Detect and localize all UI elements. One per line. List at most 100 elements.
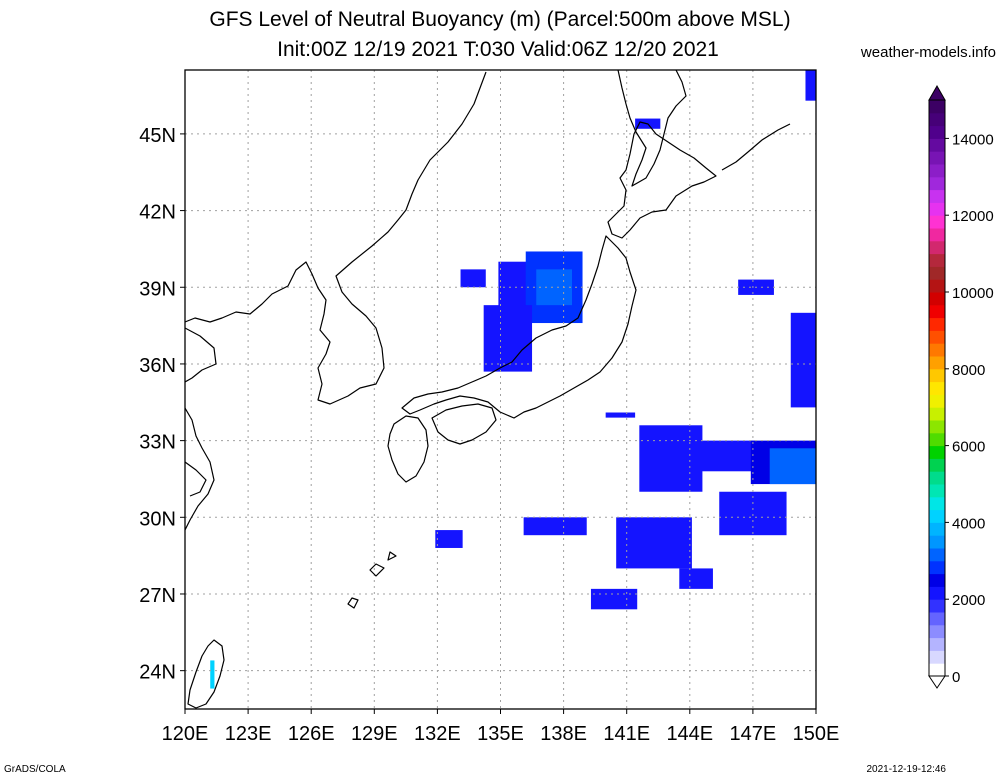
coastline-mainland [185, 71, 487, 405]
colorbar: 0 2000 4000 6000 8000 10000 12000 14000 [928, 84, 994, 689]
lnb-region-11 [523, 517, 587, 536]
colorbar-label: 0 [952, 669, 960, 686]
website-label: weather-models.info [860, 44, 996, 61]
colorbar-swatch [929, 228, 945, 242]
coastline-sakhalin [617, 70, 687, 187]
lnb-region-4 [483, 305, 533, 372]
coastline-bay [185, 461, 207, 497]
colorbar-label: 2000 [952, 592, 985, 609]
lon-tick-label: 123E [225, 723, 272, 745]
footer-software: GrADS/COLA [4, 764, 66, 775]
lnb-region-16 [435, 530, 463, 548]
colorbar-label: 12000 [952, 208, 994, 225]
colorbar-swatch [929, 496, 945, 511]
lnb-region-9 [719, 491, 787, 536]
coastline-ryukyu-1 [387, 551, 397, 561]
colorbar-swatch [929, 292, 945, 306]
colorbar-swatch [929, 215, 945, 229]
colorbar-swatch [929, 112, 945, 127]
lnb-region-12 [590, 588, 638, 610]
colorbar-swatch [929, 240, 945, 255]
colorbar-swatch [929, 650, 945, 664]
coastline-kyushu [387, 415, 429, 483]
colorbar-label: 6000 [952, 439, 985, 456]
colorbar-top-arrow [928, 84, 946, 101]
coastline-hokkaido [607, 121, 717, 239]
colorbar-label: 4000 [952, 515, 985, 532]
lon-tick-label: 120E [162, 723, 209, 745]
colorbar-swatch [929, 304, 945, 319]
colorbar-swatch [929, 317, 945, 331]
lon-tick-label: 135E [477, 723, 524, 745]
colorbar-swatch [929, 343, 945, 357]
lon-tick-label: 144E [666, 723, 713, 745]
colorbar-swatch [929, 560, 945, 575]
lnb-region-15 [605, 412, 636, 418]
colorbar-swatch [929, 573, 945, 587]
lon-tick-label: 129E [351, 723, 398, 745]
lon-tick-label: 138E [540, 723, 587, 745]
lnb-region-20 [210, 660, 215, 689]
colorbar-swatch [929, 368, 945, 383]
map-gridlines [185, 70, 816, 709]
lon-tick-label: 126E [288, 723, 335, 745]
coastline-kuril [721, 123, 791, 171]
lnb-region-10 [616, 517, 692, 569]
coastline-shandong [185, 327, 217, 383]
colorbar-swatch [929, 509, 945, 523]
lon-tick-label: 150E [793, 723, 840, 745]
lon-tick-label: 141E [603, 723, 650, 745]
colorbar-swatch [929, 471, 945, 485]
colorbar-swatch [929, 484, 945, 498]
colorbar-swatch [929, 420, 945, 434]
footer-timestamp: 2021-12-19-12:46 [866, 764, 946, 775]
colorbar-swatch [929, 138, 945, 152]
colorbar-swatch [929, 612, 945, 626]
lat-tick-label: 45N [139, 125, 176, 147]
coastline-china-south [185, 407, 215, 531]
lnb-region-2 [536, 269, 573, 306]
map-title: GFS Level of Neutral Buoyancy (m) (Parce… [209, 8, 791, 31]
lat-tick-label: 30N [139, 508, 176, 530]
colorbar-swatch [929, 151, 945, 165]
colorbar-swatch [929, 445, 945, 459]
colorbar-swatch [929, 202, 945, 216]
colorbar-swatch [929, 535, 945, 549]
lon-tick-label: 132E [414, 723, 461, 745]
lnb-region-13 [790, 312, 816, 408]
colorbar-label: 8000 [952, 362, 985, 379]
colorbar-swatch [929, 253, 945, 267]
lnb-region-19 [805, 70, 816, 101]
colorbar-bottom-arrow [928, 675, 946, 689]
colorbar-label: 14000 [952, 131, 994, 148]
colorbar-swatch [929, 624, 945, 639]
colorbar-swatch [929, 189, 945, 203]
colorbar-swatch [929, 394, 945, 408]
colorbar-label: 10000 [952, 285, 994, 302]
colorbar-swatch [929, 637, 945, 651]
lnb-field [210, 70, 816, 689]
colorbar-swatch [929, 663, 945, 677]
colorbar-swatch [929, 599, 945, 613]
coastline-taiwan [187, 639, 225, 709]
lnb-region-6 [675, 440, 758, 472]
colorbar-swatch [929, 266, 945, 280]
colorbar-swatch [929, 356, 945, 370]
coastline-honshu [401, 235, 637, 419]
lat-tick-label: 27N [139, 585, 176, 607]
colorbar-swatch [929, 100, 945, 114]
coastline-shikoku [431, 403, 497, 445]
lat-tick-label: 33N [139, 432, 176, 454]
colorbar-swatch [929, 330, 945, 344]
colorbar-swatch [929, 125, 945, 139]
lat-tick-label: 39N [139, 278, 176, 300]
coastline-ryukyu-2 [369, 563, 385, 577]
lon-tick-label: 147E [730, 723, 777, 745]
colorbar-swatch [929, 279, 945, 293]
lat-tick-label: 36N [139, 355, 176, 377]
colorbar-swatch [929, 176, 945, 191]
colorbar-swatch [929, 586, 945, 600]
coastline-ryukyu-3 [347, 597, 359, 609]
